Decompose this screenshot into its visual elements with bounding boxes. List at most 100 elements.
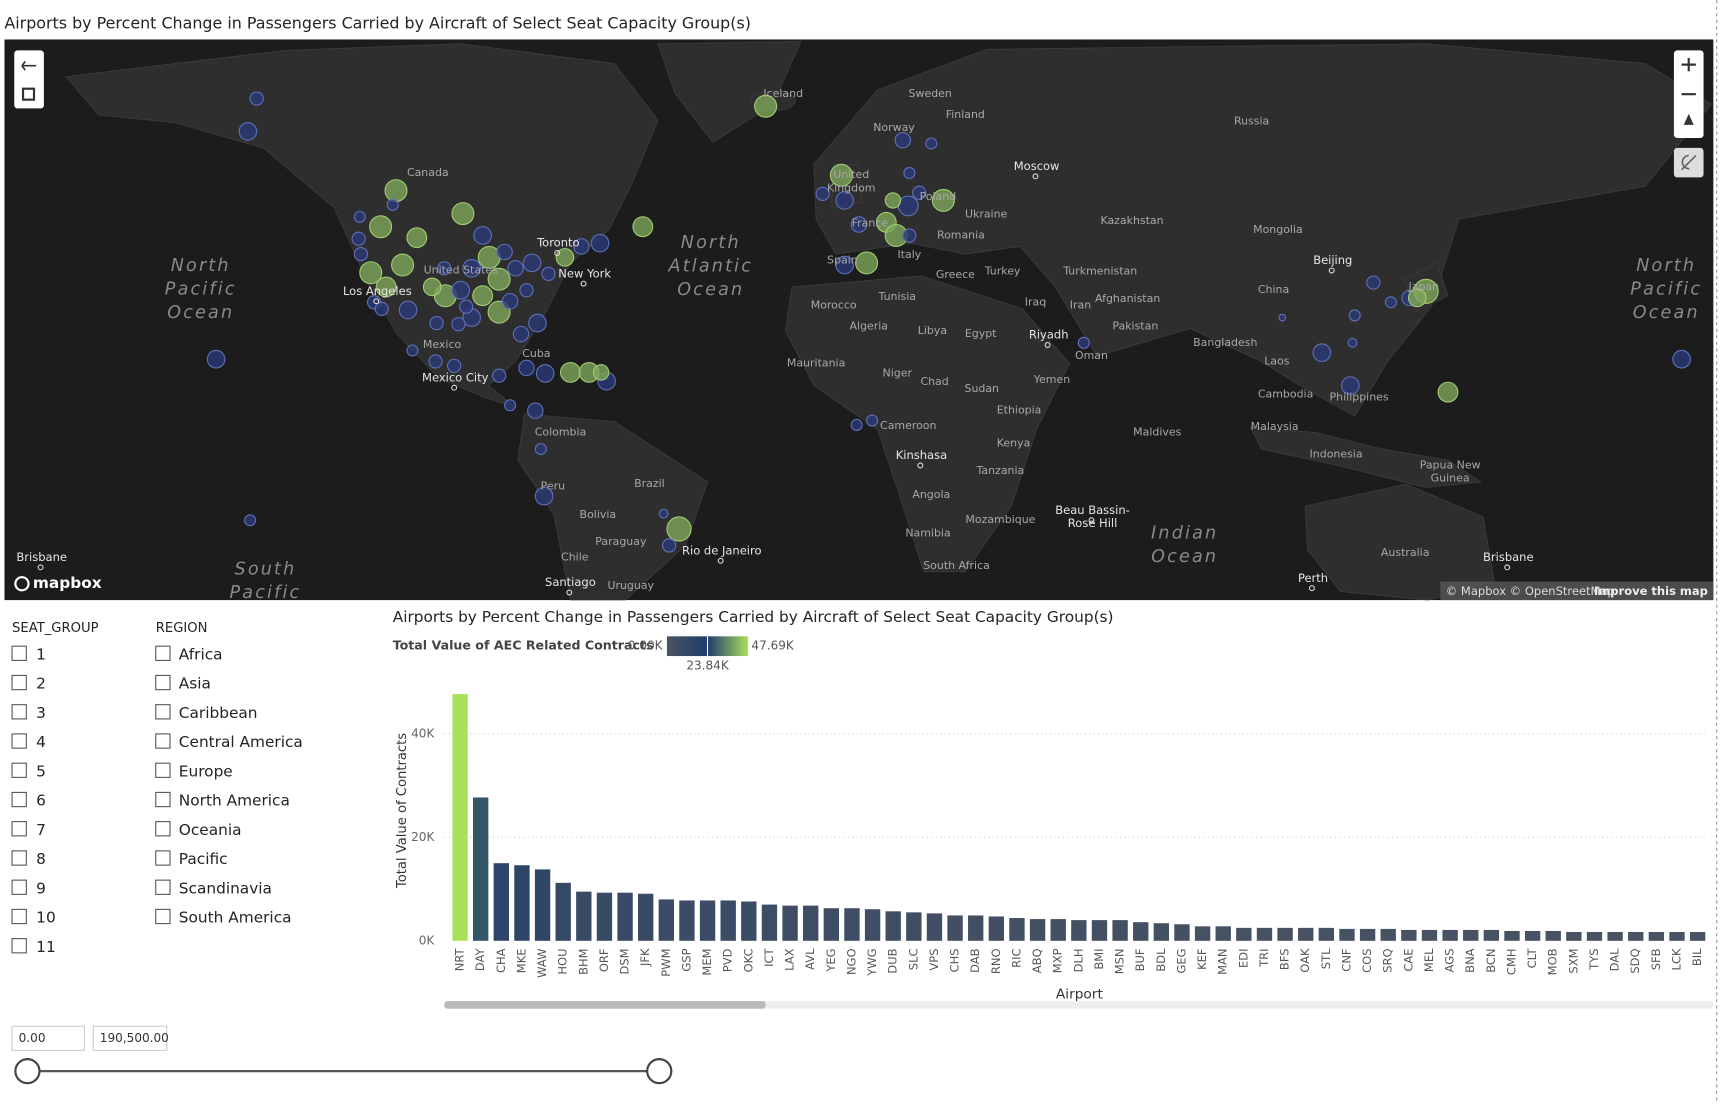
bar[interactable]: [1050, 919, 1066, 941]
checkbox[interactable]: [155, 733, 171, 749]
bar[interactable]: [761, 904, 778, 941]
bar[interactable]: [555, 882, 571, 941]
slider-handle[interactable]: [14, 1058, 41, 1085]
bar[interactable]: [1545, 930, 1561, 941]
bar[interactable]: [968, 915, 984, 941]
bar[interactable]: [1215, 926, 1231, 941]
bar[interactable]: [947, 915, 963, 941]
checkbox[interactable]: [11, 645, 27, 661]
bar[interactable]: [473, 797, 489, 941]
airport-bubble: [850, 418, 863, 431]
bar[interactable]: [1421, 929, 1438, 941]
checkbox[interactable]: [11, 791, 27, 808]
bar[interactable]: [782, 905, 798, 941]
checkbox[interactable]: [11, 938, 27, 954]
bar[interactable]: [988, 916, 1005, 941]
bar[interactable]: [1586, 932, 1603, 941]
airport-bubble: [398, 300, 418, 320]
improve-map[interactable]: Improve this map: [1594, 584, 1708, 598]
bar[interactable]: [1256, 927, 1273, 941]
checkbox[interactable]: [11, 879, 27, 895]
bar[interactable]: [576, 891, 592, 941]
checkbox[interactable]: [155, 850, 171, 866]
airport-bubble: [472, 285, 494, 307]
bar[interactable]: [1648, 932, 1665, 941]
bar[interactable]: [720, 900, 736, 941]
bar[interactable]: [926, 913, 943, 941]
bar[interactable]: [1194, 926, 1211, 941]
bar[interactable]: [906, 912, 922, 941]
checkbox[interactable]: [155, 674, 171, 691]
bar[interactable]: [679, 900, 695, 941]
lasso-tool[interactable]: [21, 60, 37, 71]
bar[interactable]: [1504, 930, 1520, 941]
bar[interactable]: [1071, 920, 1087, 941]
bar[interactable]: [1153, 923, 1170, 941]
bar[interactable]: [1669, 932, 1685, 941]
bar[interactable]: [1236, 927, 1252, 941]
bar[interactable]: [1112, 920, 1128, 941]
bar[interactable]: [1318, 927, 1335, 941]
bar[interactable]: [534, 869, 551, 941]
x-tick-label: SLC: [906, 948, 920, 970]
bar[interactable]: [1359, 928, 1376, 941]
bar[interactable]: [1628, 932, 1644, 941]
bar[interactable]: [1277, 927, 1293, 941]
checkbox[interactable]: [155, 791, 171, 808]
checkbox[interactable]: [155, 645, 171, 661]
select-tool[interactable]: [21, 87, 36, 101]
bar[interactable]: [1463, 929, 1479, 941]
bar[interactable]: [844, 908, 860, 941]
range-min-box[interactable]: [11, 1025, 86, 1051]
bar[interactable]: [1091, 920, 1108, 941]
bar[interactable]: [1689, 932, 1706, 941]
checkbox[interactable]: [11, 733, 27, 749]
bar[interactable]: [1133, 922, 1149, 941]
x-tick-label: OAK: [1298, 948, 1312, 973]
bar[interactable]: [1401, 929, 1417, 941]
checkbox[interactable]: [11, 821, 27, 837]
bar[interactable]: [803, 905, 819, 941]
bar[interactable]: [452, 694, 468, 941]
bar[interactable]: [1029, 919, 1046, 941]
x-tick-label: GEG: [1174, 948, 1188, 973]
bar[interactable]: [1442, 929, 1458, 941]
bar[interactable]: [1524, 930, 1541, 941]
checkbox[interactable]: [155, 704, 171, 720]
range-max-box[interactable]: [92, 1025, 168, 1051]
bar[interactable]: [1483, 929, 1500, 941]
scroll-thumb[interactable]: [444, 1001, 766, 1009]
compass[interactable]: [1683, 113, 1694, 125]
reset-view[interactable]: [1681, 154, 1697, 171]
bar[interactable]: [596, 892, 613, 941]
bar[interactable]: [699, 900, 716, 941]
bar[interactable]: [864, 909, 881, 941]
bar[interactable]: [823, 908, 840, 941]
bar[interactable]: [1607, 932, 1623, 941]
checkbox[interactable]: [155, 908, 171, 925]
bar[interactable]: [741, 901, 757, 941]
bar[interactable]: [638, 893, 654, 941]
bar[interactable]: [1174, 924, 1190, 941]
bar[interactable]: [514, 865, 530, 941]
bar[interactable]: [1009, 918, 1025, 941]
checkbox[interactable]: [11, 762, 27, 778]
slider-handle[interactable]: [646, 1058, 673, 1085]
bar[interactable]: [658, 899, 674, 941]
bar[interactable]: [617, 892, 633, 941]
zoom-in[interactable]: [1681, 58, 1696, 72]
checkbox[interactable]: [11, 704, 27, 720]
checkbox[interactable]: [155, 821, 171, 837]
bar[interactable]: [1380, 928, 1396, 941]
checkbox[interactable]: [155, 762, 171, 778]
bar[interactable]: [1339, 928, 1355, 941]
checkbox[interactable]: [11, 908, 27, 925]
airport-bubble: [462, 259, 482, 278]
bar[interactable]: [1566, 932, 1582, 941]
checkbox[interactable]: [11, 850, 27, 866]
bar[interactable]: [885, 911, 901, 941]
bar[interactable]: [493, 863, 509, 941]
checkbox[interactable]: [11, 674, 27, 691]
bar[interactable]: [1298, 927, 1314, 941]
checkbox[interactable]: [155, 879, 171, 895]
